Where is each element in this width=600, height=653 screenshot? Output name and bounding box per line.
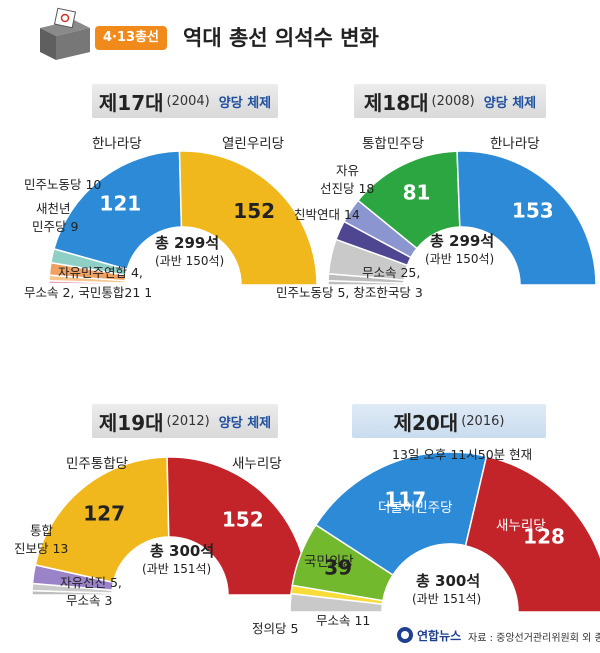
- label-minno-18: 민주노동당 5, 창조한국당 3: [276, 285, 423, 300]
- label-hannara: 한나라당: [92, 136, 142, 152]
- panel-18-title: 제18대 (2008) 양당 체제: [354, 84, 546, 118]
- source-note: 자료 : 중앙선거관리위원회 외 종합: [468, 633, 600, 644]
- label-chinbak: 친박연대 14: [294, 207, 360, 222]
- yonhap-logo: 연합뉴스: [396, 626, 461, 644]
- panel-20-title: 제20대 (2016): [352, 404, 546, 438]
- label-saenuri-20: 새누리당: [496, 518, 546, 534]
- label-hannara-18: 한나라당: [490, 136, 540, 152]
- majority-17: (과반 150석): [155, 254, 225, 268]
- label-musosok-18: 무소속 25,: [362, 265, 421, 280]
- yonhap-logo-icon: [397, 627, 413, 643]
- total-17: 총 299석: [155, 234, 220, 252]
- label-tonghapjinbo-a: 통합: [30, 523, 54, 538]
- panel-17-title: 제17대 (2004) 양당 체제: [92, 84, 278, 118]
- label-tonghapjinbo-b: 진보당 13: [14, 541, 69, 556]
- label-saecheonnyeon-b: 민주당 9: [32, 219, 79, 234]
- total-18: 총 299석: [430, 232, 495, 250]
- majority-18: (과반 150석): [425, 252, 495, 266]
- status-time: 13일 오후 11시50분 현재: [392, 447, 533, 462]
- label-musosok-19: 무소속 3: [66, 593, 113, 608]
- label-musosok-17: 무소속 2, 국민통합21 1: [24, 285, 153, 300]
- label-gungmin: 국민의당: [304, 554, 354, 570]
- panel-19-title: 제19대 (2012) 양당 체제: [92, 404, 278, 438]
- label-minnodong: 민주노동당 10: [24, 177, 102, 192]
- label-jayuseonjin: 자유선진 5,: [60, 575, 122, 590]
- label-jamin: 자유민주연합 4,: [58, 265, 143, 280]
- label-jayu-b: 선진당 18: [320, 181, 375, 196]
- badge: 4·13총선: [95, 26, 167, 50]
- label-deobureo: 더불어민주당: [378, 500, 453, 516]
- label-yeollin: 열린우리당: [222, 136, 285, 152]
- label-saenuri-19: 새누리당: [232, 456, 282, 472]
- label-tonghap: 통합민주당: [362, 136, 425, 152]
- ballot-box-icon: [40, 7, 90, 60]
- majority-20: (과반 151석): [412, 592, 482, 606]
- total-19: 총 300석: [150, 542, 215, 560]
- page-title: 역대 총선 의석수 변화: [183, 26, 379, 50]
- majority-19: (과반 151석): [142, 562, 212, 576]
- label-musosok-20: 무소속 11: [316, 613, 371, 628]
- label-saecheonnyeon-a: 새천년: [36, 201, 71, 216]
- total-20: 총 300석: [416, 572, 481, 590]
- label-jeongui: 정의당 5: [252, 621, 299, 636]
- label-minjutonghap: 민주통합당: [66, 456, 129, 472]
- label-jayu-a: 자유: [336, 163, 360, 178]
